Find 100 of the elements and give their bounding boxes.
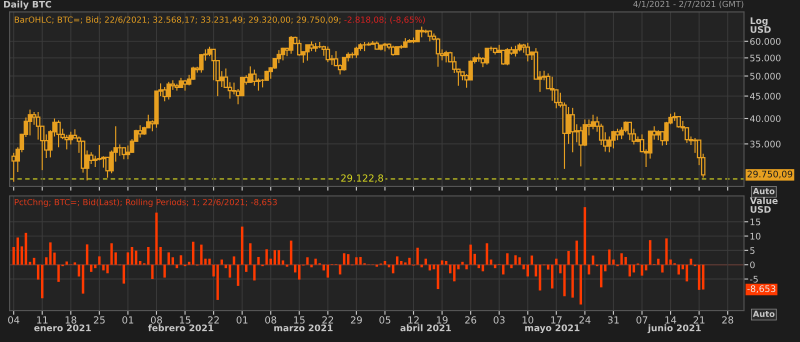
bar <box>220 260 223 265</box>
bar <box>400 260 403 265</box>
bar <box>478 264 480 268</box>
y-tick-label: 0 <box>750 261 755 268</box>
bar <box>510 264 513 268</box>
text: -8,653 <box>747 285 776 294</box>
bar <box>620 253 623 265</box>
bar <box>16 238 19 265</box>
bar <box>265 249 268 265</box>
bar <box>274 250 276 265</box>
bar <box>176 264 178 268</box>
bar <box>469 244 472 265</box>
x-tick-label: 24 <box>579 316 591 324</box>
bar <box>592 256 594 265</box>
bar <box>228 264 232 278</box>
x-tick-label: 01 <box>122 316 134 324</box>
candlestick <box>178 77 184 88</box>
x-tick-label: 25 <box>94 316 105 324</box>
candlestick <box>628 122 632 141</box>
x-tick-label: 18 <box>66 316 76 324</box>
bar <box>253 264 256 280</box>
candlestick <box>36 111 40 140</box>
bar <box>41 264 44 298</box>
bar <box>57 264 60 282</box>
candlestick <box>526 42 530 62</box>
x-tick-label: 10 <box>522 316 534 324</box>
x-tick-label: 15 <box>294 316 305 324</box>
x2-tick-label: mayo 2021 <box>525 324 580 334</box>
bar <box>534 264 538 276</box>
chart-title: Daily BTC <box>4 0 52 10</box>
candlestick <box>676 116 681 128</box>
x-tick-label: 22 <box>322 316 334 324</box>
candlestick <box>484 48 490 66</box>
bar <box>236 264 240 286</box>
candlestick <box>501 50 506 66</box>
candlestick <box>570 107 575 153</box>
bar <box>571 264 574 298</box>
y-tick-label: 50.000 <box>750 72 781 80</box>
bar <box>159 246 162 265</box>
candlestick <box>390 45 396 56</box>
y-tick-label: 45.000 <box>750 92 781 100</box>
bar <box>420 264 423 268</box>
bar <box>661 264 664 272</box>
bar <box>338 264 342 274</box>
text: Auto <box>752 188 775 194</box>
bar <box>444 260 448 265</box>
bar <box>644 264 648 270</box>
x-tick-label: 11 <box>37 316 48 324</box>
bar <box>702 264 704 290</box>
candlestick <box>68 131 74 146</box>
bar <box>65 262 68 265</box>
bar <box>628 264 631 276</box>
bar <box>424 258 427 265</box>
bar <box>151 264 154 280</box>
bar <box>192 242 194 265</box>
candlestick <box>256 78 261 92</box>
y-tick-label: 60.000 <box>750 38 781 45</box>
bar <box>94 264 97 268</box>
x-tick-label: 05 <box>379 316 390 324</box>
bar <box>416 248 419 265</box>
bar <box>404 262 407 265</box>
x2-tick-label: marzo 2021 <box>274 324 333 332</box>
bar <box>506 253 509 265</box>
x-tick-label: 29 <box>350 316 362 324</box>
x-tick-label: 28 <box>722 316 734 324</box>
bar <box>249 243 252 265</box>
bar <box>408 258 411 265</box>
candlestick <box>211 48 216 81</box>
bar <box>74 262 76 265</box>
x-tick-label: 12 <box>408 316 419 324</box>
candlestick <box>28 109 32 136</box>
candlestick <box>326 46 330 63</box>
bar <box>440 260 444 265</box>
x-tick-label: 21 <box>694 316 704 324</box>
annotation: -2.818,08; (-8,65%) <box>344 16 425 24</box>
bar <box>686 264 688 282</box>
bar <box>600 264 602 288</box>
bar <box>32 258 36 265</box>
bar <box>502 264 505 274</box>
bar <box>669 260 672 265</box>
ref-line-label: 29.122,8 <box>341 174 384 183</box>
y-tick-label: 55.000 <box>750 54 781 62</box>
candlestick <box>428 30 432 42</box>
y-tick-label: 10 <box>750 232 760 240</box>
x2-tick-label: abril 2021 <box>400 324 451 332</box>
bar <box>580 264 582 305</box>
bar <box>584 207 586 265</box>
bar <box>428 264 432 270</box>
candlestick <box>550 76 554 102</box>
x-tick-label: 19 <box>436 316 448 324</box>
bar <box>530 256 534 265</box>
bar <box>608 250 611 265</box>
annotation: BarOHLC; BTC=; Bid; 22/6/2021; 32.568,17; 33.231,49; 29.320,00; 29.750,09; <box>14 16 340 24</box>
bar <box>298 264 301 280</box>
bar <box>559 264 562 274</box>
candlestick <box>578 126 584 167</box>
candlestick <box>138 124 142 138</box>
candlestick <box>305 44 310 62</box>
bar <box>486 243 488 265</box>
y-tick-label: 15 <box>750 218 760 226</box>
